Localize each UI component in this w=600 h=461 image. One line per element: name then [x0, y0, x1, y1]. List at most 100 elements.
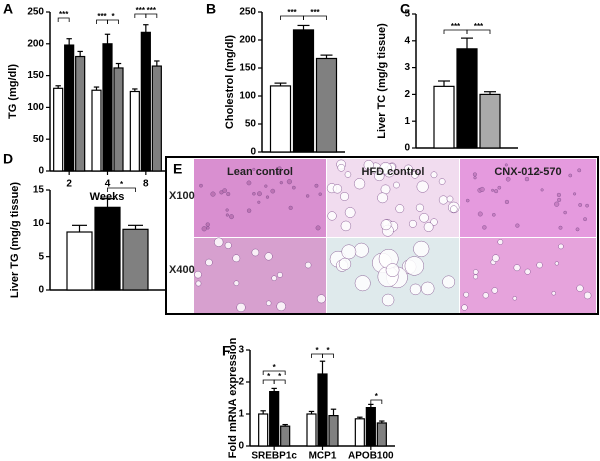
cell: [578, 203, 583, 207]
cell: [264, 252, 273, 261]
cell: [379, 162, 392, 175]
significance-label: *: [326, 346, 330, 355]
y-tick-label: 150: [27, 70, 44, 81]
cell: [395, 204, 405, 214]
significance-label: *: [273, 363, 277, 372]
y-tick-label: 100: [239, 91, 256, 102]
cell: [252, 167, 256, 171]
y-tick-label: 50: [33, 134, 45, 145]
cell: [316, 294, 326, 304]
significance-label: ***: [59, 10, 69, 19]
image-lean-x400: [194, 238, 326, 313]
cell: [479, 186, 485, 193]
significance-label: *: [375, 392, 379, 401]
cell: [568, 173, 573, 178]
panel-label: A: [3, 1, 13, 17]
cell: [576, 284, 584, 292]
bar: [317, 373, 328, 447]
y-tick-label: 5: [38, 251, 44, 262]
bar: [354, 418, 365, 447]
y-axis-label: Fold mRNA expression: [227, 337, 239, 458]
cell: [583, 291, 592, 300]
cell: [257, 191, 262, 197]
cell: [540, 188, 544, 192]
y-tick-label: 250: [239, 7, 256, 18]
cell: [573, 192, 577, 196]
x-tick-label: APOB100: [348, 451, 394, 461]
cell: [558, 225, 563, 230]
x-tick-label: MCP1: [309, 451, 337, 461]
histology-grid: [194, 159, 596, 313]
cell: [404, 256, 424, 276]
y-tick-label: 2: [404, 89, 410, 100]
column-title: CNX-012-570: [494, 166, 561, 178]
y-tick-label: 150: [239, 63, 256, 74]
bar: [129, 90, 140, 172]
cell: [246, 180, 252, 186]
image-cnx-x400: [460, 238, 596, 313]
cell: [420, 281, 435, 296]
cell: [438, 195, 448, 205]
bar: [113, 67, 124, 172]
cell: [288, 205, 293, 210]
y-tick-label: 100: [27, 102, 44, 113]
cell: [381, 293, 395, 307]
panel-label: E: [173, 161, 182, 177]
significance-label: *: [267, 372, 271, 381]
cell: [577, 168, 582, 173]
cell: [450, 205, 458, 213]
cell: [194, 270, 202, 279]
y-tick-label: 0: [404, 143, 410, 154]
y-tick-label: 0: [38, 166, 44, 177]
y-tick-label: 2: [238, 377, 244, 388]
cell: [585, 203, 589, 208]
y-tick-label: 0: [238, 441, 244, 452]
significance-bracket: [273, 379, 286, 384]
y-axis-label: Cholestrol (mg/dl): [224, 35, 236, 129]
significance-bracket: [145, 13, 158, 18]
cell: [515, 223, 520, 228]
cell: [363, 160, 374, 171]
x-tick-label: 2: [66, 179, 72, 190]
cell: [210, 191, 216, 197]
cell: [332, 184, 343, 194]
y-tick-label: 1: [404, 116, 410, 127]
cell: [205, 222, 210, 227]
cell: [226, 191, 231, 197]
cell: [246, 208, 252, 213]
bar: [151, 65, 162, 172]
cell: [393, 181, 400, 189]
cell: [554, 201, 560, 207]
bar: [102, 43, 113, 172]
cell: [491, 254, 500, 262]
cell: [411, 170, 419, 179]
bar: [53, 87, 64, 172]
cell: [265, 195, 270, 199]
cell: [504, 163, 508, 167]
cell: [344, 171, 352, 178]
cell: [264, 184, 268, 188]
cell: [252, 191, 256, 196]
cell: [199, 183, 203, 188]
y-axis-label: TG (mg/dl): [7, 64, 19, 119]
cell: [505, 176, 511, 182]
bar: [365, 407, 376, 447]
bar: [269, 85, 292, 153]
cell: [304, 261, 312, 269]
cell: [222, 188, 227, 193]
cell: [385, 263, 400, 277]
significance-label: ***: [147, 6, 157, 15]
cell: [270, 188, 276, 194]
row-label: X100: [169, 190, 195, 202]
cell: [327, 211, 337, 221]
cell: [465, 198, 470, 203]
bar: [433, 85, 455, 149]
cell: [225, 208, 229, 212]
cell: [482, 225, 487, 230]
cell: [205, 258, 213, 267]
panel-label: D: [3, 151, 13, 167]
cell: [491, 287, 498, 294]
bar: [140, 31, 151, 172]
x-tick-label: 8: [143, 179, 149, 190]
